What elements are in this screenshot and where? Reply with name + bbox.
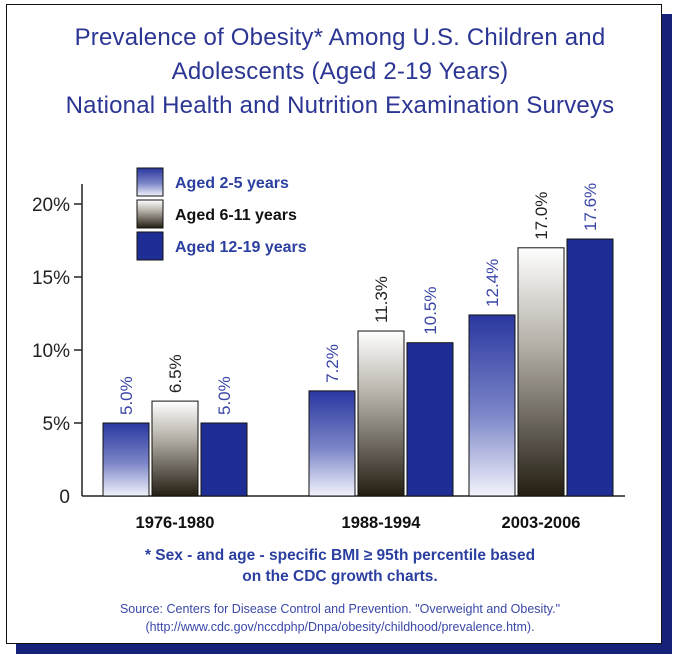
data-label: 17.0%	[532, 192, 551, 240]
data-label: 10.5%	[421, 286, 440, 334]
data-label: 11.3%	[372, 276, 391, 323]
data-label: 7.2%	[323, 344, 342, 383]
footnote-line-2: on the CDC growth charts.	[242, 568, 438, 585]
bars: 5.0% 6.5% 5.0% 7.2% 11.3% 10.5% 12.4% 17.0% 17.6…	[102, 183, 614, 497]
bar	[566, 238, 614, 497]
x-tick-label: 2003-2006	[502, 514, 581, 532]
bar	[308, 390, 356, 497]
legend-label: Aged 12-19 years	[175, 239, 307, 256]
bar	[468, 314, 516, 497]
data-label: 12.4%	[483, 259, 502, 307]
x-tick-label: 1988-1994	[342, 514, 422, 532]
y-tick-label: 0	[59, 487, 70, 508]
legend: Aged 2-5 years Aged 6-11 years Aged 12-19 …	[136, 167, 307, 261]
legend-swatch	[136, 199, 164, 229]
legend-label: Aged 6-11 years	[175, 207, 297, 224]
bar	[151, 400, 199, 497]
source-line-1: Source: Centers for Disease Control and …	[119, 602, 561, 616]
y-tick-label: 20%	[32, 195, 70, 216]
bar	[517, 247, 565, 497]
data-label: 17.6%	[581, 183, 600, 231]
legend-swatch	[136, 167, 164, 197]
data-label: 6.5%	[166, 354, 185, 393]
data-label: 5.0%	[117, 376, 136, 415]
x-tick-label: 1976-1980	[136, 514, 215, 532]
bar	[102, 422, 150, 497]
bar-chart: 05%10%15%20%1976-1980 1988-1994 2003-2006 …	[32, 167, 625, 532]
y-tick-label: 15%	[32, 268, 70, 289]
legend-swatch	[136, 231, 164, 261]
legend-label: Aged 2-5 years	[175, 175, 289, 192]
bar	[200, 422, 248, 497]
y-tick-label: 10%	[32, 341, 70, 362]
source-line-2: (http://www.cdc.gov/nccdphp/Dnpa/obesity…	[145, 620, 535, 634]
data-label: 5.0%	[215, 376, 234, 415]
chart-title-line-2: Adolescents (Aged 2-19 Years)	[171, 58, 509, 85]
chart-title-line-3: National Health and Nutrition Examinatio…	[65, 92, 615, 119]
chart-title-line-1: Prevalence of Obesity* Among U.S. Childr…	[74, 24, 606, 51]
bar	[357, 330, 405, 497]
bar	[406, 342, 454, 497]
footnote-line-1: * Sex - and age - specific BMI ≥ 95th pe…	[144, 547, 536, 564]
y-tick-label: 5%	[43, 414, 71, 435]
